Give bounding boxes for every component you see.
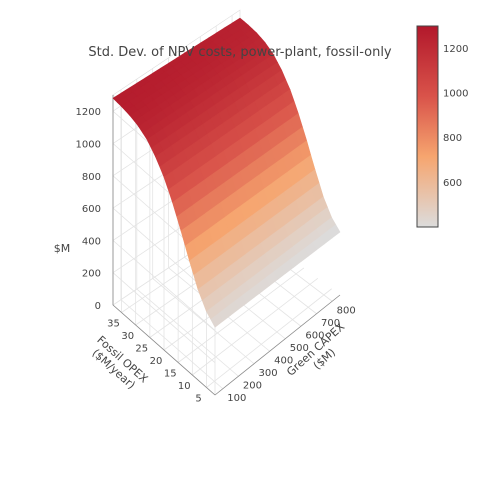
x-tick-label: 300 (259, 368, 278, 379)
x-tick-label: 600 (305, 330, 324, 341)
axis-edge-line (214, 294, 341, 396)
x-tick-label: 800 (337, 305, 356, 316)
surface-mesh (112, 17, 341, 328)
x-floor-grid-line (120, 299, 224, 390)
y-tick-label: 25 (135, 344, 148, 355)
x-tick-label: 400 (274, 355, 293, 366)
axis-edge-line (112, 304, 216, 396)
y-tick-label: 35 (107, 319, 120, 330)
y-floor-grid-line (177, 267, 305, 363)
colorbar-tick-label: 1200 (443, 44, 468, 55)
colorbar-tick-label: 800 (443, 133, 462, 144)
x-tick-label: 700 (321, 318, 340, 329)
z-tick-label: 0 (95, 301, 101, 312)
x-floor-grid-line (152, 278, 255, 365)
z-tick-label: 1000 (76, 140, 101, 151)
z-tick-label: 600 (82, 204, 101, 215)
surface-cell (210, 313, 224, 328)
y-tick-label: 30 (121, 331, 134, 342)
z-tick-label: 400 (82, 236, 101, 247)
colorbar-ticks: 600 800 1000 1200 (443, 44, 468, 189)
z-axis-title: $M (54, 242, 71, 255)
x-tick-label: 200 (243, 380, 262, 391)
y-floor-grid-line (192, 278, 319, 376)
z-tick-label: 800 (82, 172, 101, 183)
z-tick-label: 1200 (76, 107, 101, 118)
x-tick-label: 500 (290, 343, 309, 354)
colorbar-tick-label: 1000 (443, 89, 468, 100)
colorbar: 600 800 1000 1200 (416, 25, 468, 228)
colorbar-gradient (416, 25, 439, 228)
y-tick-label: 5 (195, 394, 201, 405)
colorbar-tick-label: 600 (443, 178, 462, 189)
y-tick-label: 15 (164, 369, 177, 380)
y-tick-label: 10 (178, 381, 191, 392)
y-tick-label: 20 (150, 356, 163, 367)
x-tick-label: 100 (227, 393, 246, 404)
y-floor-grid-line (206, 288, 332, 388)
z-tick-label: 200 (82, 269, 101, 280)
chart-title: Std. Dev. of NPV costs, power-plant, fos… (88, 45, 392, 60)
x-floor-grid-line (136, 288, 239, 377)
